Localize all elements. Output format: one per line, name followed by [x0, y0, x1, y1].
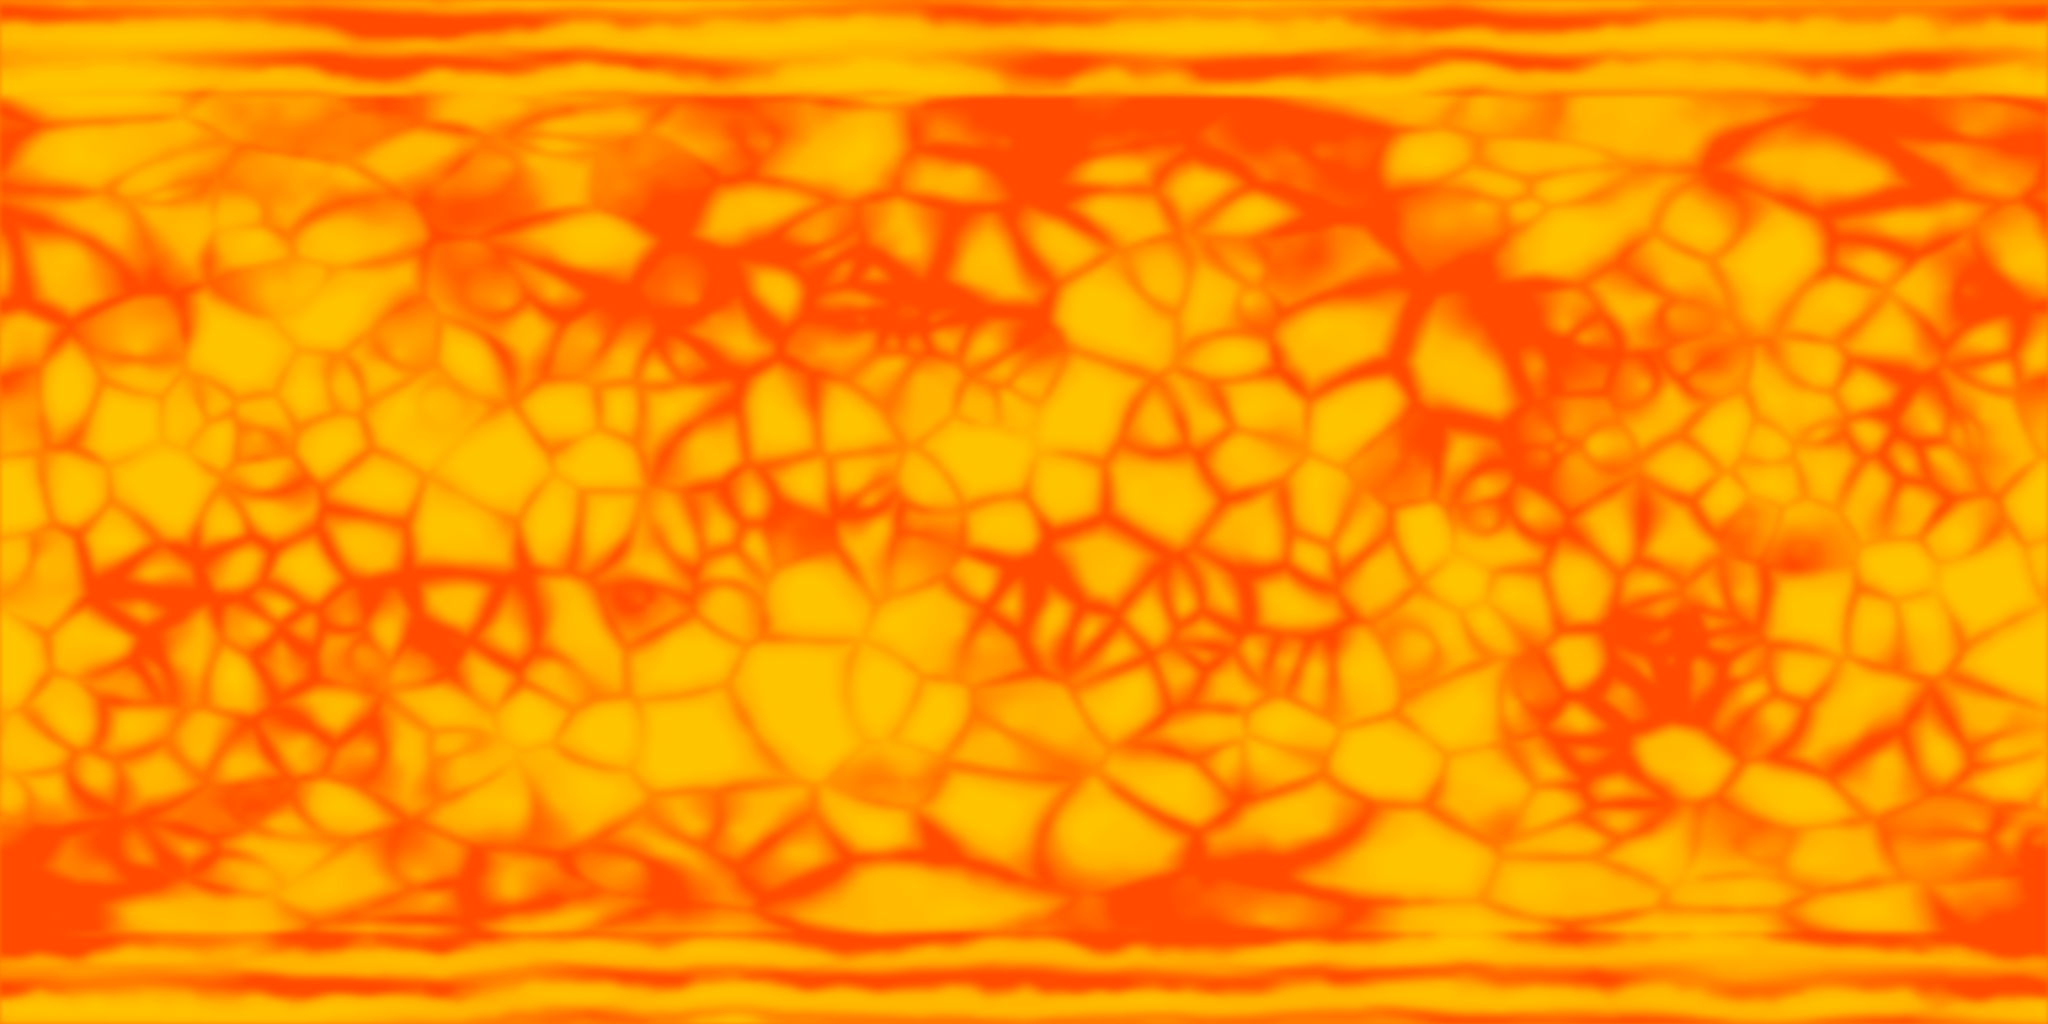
lava-texture-map — [0, 0, 2048, 1024]
